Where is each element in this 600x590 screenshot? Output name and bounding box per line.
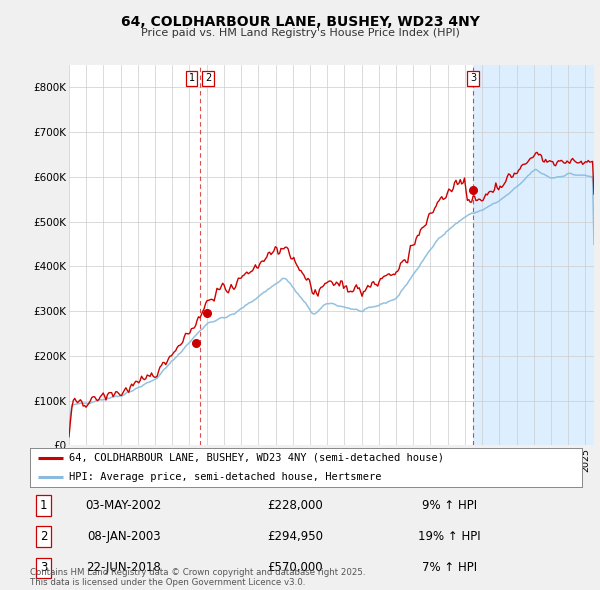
Text: 3: 3 [470, 73, 476, 83]
Text: Price paid vs. HM Land Registry's House Price Index (HPI): Price paid vs. HM Land Registry's House … [140, 28, 460, 38]
Text: 9% ↑ HPI: 9% ↑ HPI [422, 499, 477, 512]
Text: 64, COLDHARBOUR LANE, BUSHEY, WD23 4NY (semi-detached house): 64, COLDHARBOUR LANE, BUSHEY, WD23 4NY (… [68, 453, 443, 463]
Text: 2: 2 [40, 530, 47, 543]
Text: £294,950: £294,950 [267, 530, 323, 543]
Text: HPI: Average price, semi-detached house, Hertsmere: HPI: Average price, semi-detached house,… [68, 472, 381, 482]
Text: 08-JAN-2003: 08-JAN-2003 [87, 530, 161, 543]
Text: 1: 1 [40, 499, 47, 512]
Text: 3: 3 [40, 561, 47, 575]
Text: £228,000: £228,000 [267, 499, 323, 512]
Text: 22-JUN-2018: 22-JUN-2018 [86, 561, 161, 575]
Text: 19% ↑ HPI: 19% ↑ HPI [418, 530, 481, 543]
Text: £570,000: £570,000 [267, 561, 323, 575]
Bar [473, 65, 594, 445]
Text: 2: 2 [205, 73, 211, 83]
Text: 1: 1 [188, 73, 194, 83]
Text: 03-MAY-2002: 03-MAY-2002 [86, 499, 162, 512]
Text: 7% ↑ HPI: 7% ↑ HPI [422, 561, 477, 575]
Text: Contains HM Land Registry data © Crown copyright and database right 2025.
This d: Contains HM Land Registry data © Crown c… [30, 568, 365, 587]
Text: 64, COLDHARBOUR LANE, BUSHEY, WD23 4NY: 64, COLDHARBOUR LANE, BUSHEY, WD23 4NY [121, 15, 479, 30]
